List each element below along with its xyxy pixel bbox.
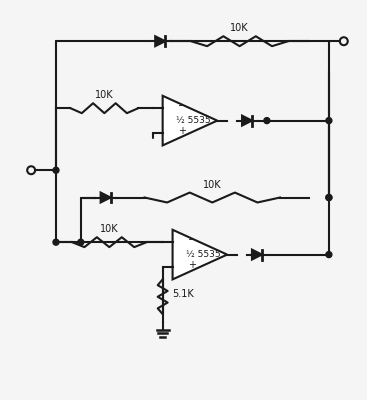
Circle shape (326, 194, 332, 200)
Polygon shape (101, 192, 110, 202)
Text: 10K: 10K (95, 90, 114, 100)
Circle shape (264, 118, 270, 124)
Polygon shape (155, 36, 165, 46)
Text: ½ 5535: ½ 5535 (176, 116, 210, 125)
Circle shape (78, 239, 84, 245)
Polygon shape (252, 250, 262, 260)
Text: +: + (188, 260, 196, 270)
Text: ½ 5535: ½ 5535 (186, 250, 220, 259)
Text: 10K: 10K (100, 224, 119, 234)
Text: 10K: 10K (230, 23, 249, 33)
Circle shape (326, 194, 332, 200)
Text: −: − (188, 235, 196, 245)
Text: 5.1K: 5.1K (172, 289, 195, 299)
Circle shape (53, 167, 59, 173)
Text: +: + (178, 126, 186, 136)
Circle shape (326, 252, 332, 258)
Polygon shape (242, 116, 252, 126)
Polygon shape (163, 96, 217, 146)
Polygon shape (172, 230, 227, 279)
Circle shape (53, 239, 59, 245)
Text: −: − (178, 101, 186, 111)
Circle shape (326, 118, 332, 124)
Text: 10K: 10K (203, 180, 222, 190)
